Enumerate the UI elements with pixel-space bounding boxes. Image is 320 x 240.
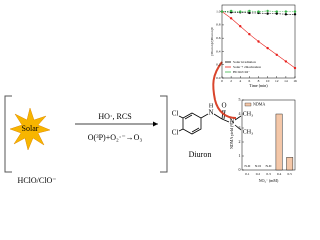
legend-label: Solar + chlorination [233,65,261,69]
value-label: N.D [255,164,261,168]
bar [275,113,283,171]
data-point [293,13,297,16]
atom: N [208,109,213,117]
atom: O [221,102,226,110]
data-point [248,11,251,15]
arrow [212,61,223,101]
series-line [221,11,295,15]
y-tick-label: 0.6 [216,36,221,40]
y-tick-label: 2 [239,139,241,144]
y-axis-label: NDMA yield (%) [229,120,234,149]
data-point [239,25,242,28]
data-point [275,53,278,56]
x-tick-label: 10 [266,79,270,83]
data-point [266,46,269,50]
data-point [248,33,251,36]
data-point [257,40,260,43]
ozone-label: O(³P)+O₂·⁻→O₃ [88,133,143,142]
y-tick-label: 3 [239,125,241,130]
chlorine-label: HClO/ClO⁻ [18,176,57,185]
data-point [266,9,269,13]
y-tick-label: 0.8 [216,23,221,27]
legend-label: NDMA [253,101,265,106]
x-tick-label: 12 [275,79,279,83]
x-tick-label: 0.1 [245,172,250,176]
value-label: N.D [244,164,250,168]
molecule [178,109,242,135]
series-line [221,10,295,12]
y-tick-label: 0.0 [216,76,221,80]
y-axis-label: [Diuron]t/[Diuron]0 [210,27,214,55]
radicals-label: HO·, RCS [98,112,131,121]
data-point [229,9,233,13]
x-tick-label: 16 [293,79,297,83]
x-tick-label: 2 [230,79,232,83]
bracket [160,95,168,173]
legend-swatch [244,102,252,107]
data-point [266,12,269,15]
data-point [248,9,251,13]
compound-label: Diuron [189,150,212,159]
y-tick-label: 1 [239,153,241,158]
data-point [293,66,297,70]
y-tick-label: 0.4 [216,49,221,53]
solar-label: Solar [22,124,39,133]
bracket [4,95,12,173]
plot-frame [241,99,296,171]
x-tick-label: 0.3 [266,172,271,176]
data-point [229,17,233,20]
atom: Cl [172,110,179,118]
x-tick-label: 0.4 [277,172,282,176]
bar [286,157,294,171]
x-tick-label: 14 [284,79,288,83]
y-tick-label: 5 [239,97,241,102]
x-tick-label: 6 [249,79,251,83]
data-point [284,60,288,63]
y-tick-label: 0.2 [216,63,221,67]
data-point [275,12,278,15]
x-tick-label: 0.2 [256,172,261,176]
legend-label: Solar irradiation [233,60,256,64]
sun-icon [9,107,51,151]
graphic: Solar HO·, RCS O(³P)+O₂·⁻→O₃ HClO/ClO⁻ C… [4,4,297,185]
x-tick-label: 4 [239,79,241,83]
data-point [257,10,260,13]
data-point [239,10,242,13]
atom: CH₃ [243,111,253,117]
arrow-head [153,121,158,127]
y-tick-label: 4 [239,111,241,116]
y-tick-label: 0 [239,167,241,172]
x-tick-label: 8 [258,79,260,83]
data-point [284,13,288,16]
y-tick-label: 1.0 [216,9,221,13]
x-tick-label: 0.5 [288,172,293,176]
arrow [214,99,237,119]
atom: N [229,118,234,126]
atom: CH₃ [243,129,253,135]
legend-label: HClO/ClO⁻ [233,70,250,74]
x-tick-label: 0 [221,79,223,83]
atom: H [209,103,214,109]
data-point [220,10,224,13]
x-axis-label: Time (min) [249,83,268,88]
value-label: N.D [266,164,272,168]
data-point [275,10,278,13]
x-axis-label: NO₃⁻ (mM) [259,178,279,183]
atom: Cl [172,129,179,137]
data-point [284,10,288,13]
data-point [293,10,297,13]
